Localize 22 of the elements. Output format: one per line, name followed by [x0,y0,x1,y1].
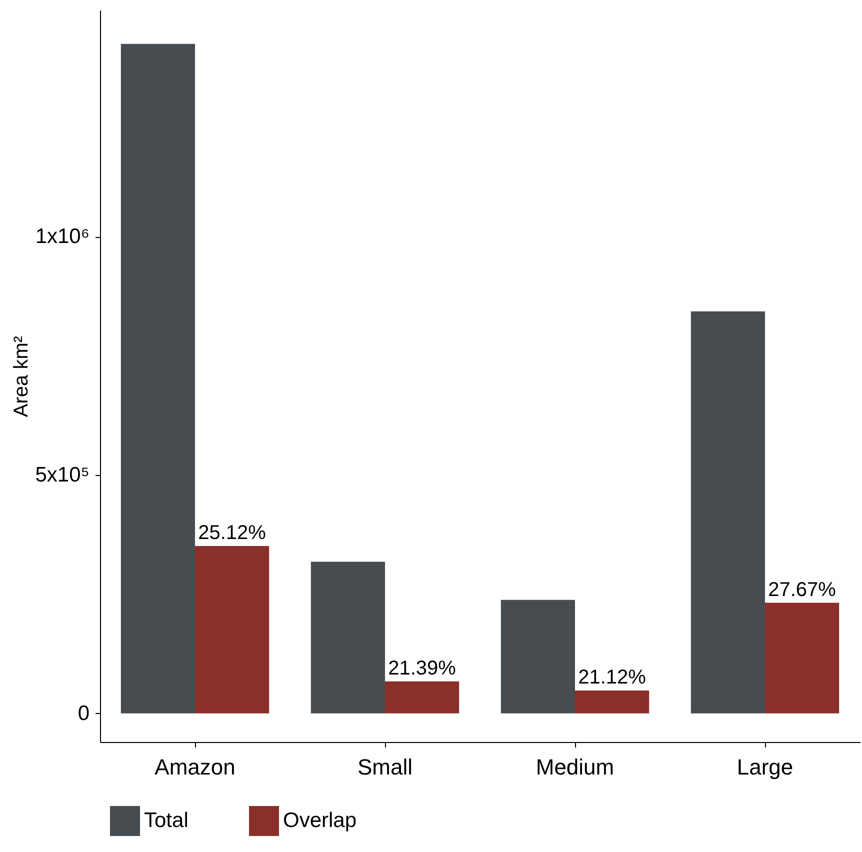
y-tick-label: 1x10⁶ [35,225,90,248]
annotation: 27.67% [768,578,836,601]
legend-label: Overlap [283,809,357,832]
y-axis-title: Area km² [10,336,32,418]
x-tick-label: Amazon [154,754,236,780]
bar [500,600,575,714]
bar [690,311,765,714]
x-tick-label: Small [357,754,413,780]
bar [310,562,385,714]
bar [575,690,650,714]
bar [195,546,270,714]
x-tick-label: Medium [536,754,614,780]
bar [120,44,195,714]
annotation: 21.39% [388,657,456,680]
y-tick-label: 5x10⁵ [35,463,90,486]
annotation: 25.12% [198,522,266,544]
x-tick-label: Large [736,754,794,780]
annotation: 21.12% [578,666,646,688]
bar [765,602,840,714]
bar [385,681,460,714]
y-tick-label: 0 [78,702,90,725]
legend-label: Total [144,809,188,832]
